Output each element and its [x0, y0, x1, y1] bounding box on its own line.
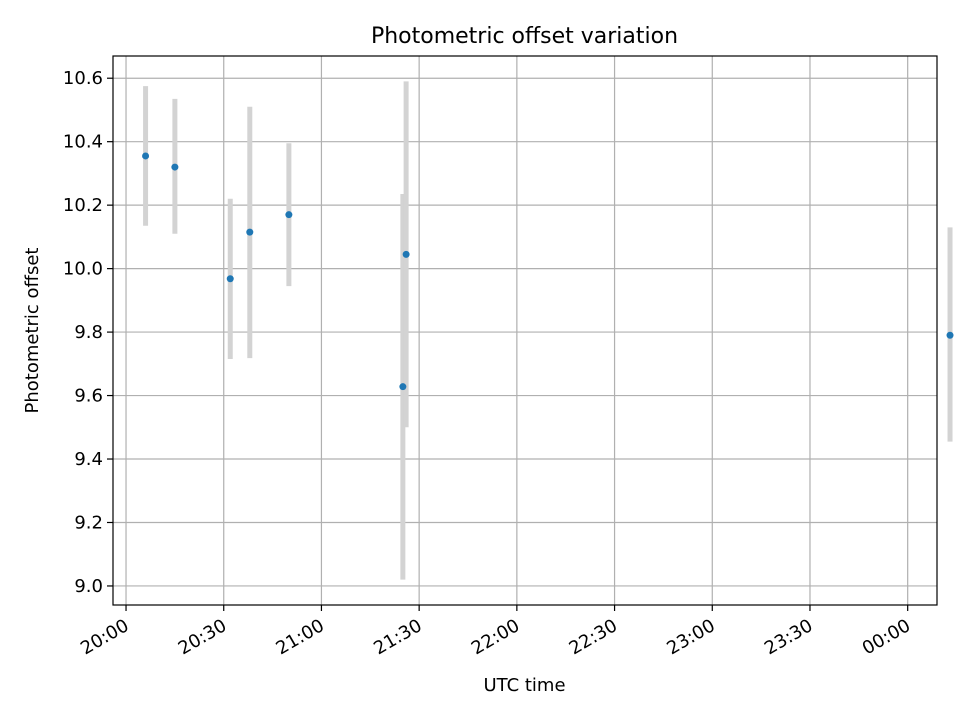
grid — [113, 56, 937, 605]
data-point — [399, 383, 407, 391]
y-tick-label: 9.6 — [74, 386, 103, 407]
y-tick-label: 9.4 — [74, 449, 103, 470]
data-point — [246, 228, 254, 236]
x-axis-title: UTC time — [483, 675, 565, 696]
y-tick-label: 9.8 — [74, 322, 103, 343]
y-axis-title: Photometric offset — [22, 248, 43, 414]
data-point — [285, 211, 293, 219]
chart-title: Photometric offset variation — [371, 24, 678, 49]
y-tick-label: 10.6 — [63, 68, 103, 89]
data-points — [142, 152, 954, 391]
data-point — [402, 250, 410, 258]
y-tick-label: 9.2 — [74, 512, 103, 533]
data-point — [946, 331, 954, 339]
data-point — [142, 152, 150, 160]
plot-frame — [112, 55, 938, 606]
data-point — [226, 275, 234, 283]
y-tick-label: 9.0 — [74, 576, 103, 597]
y-tick-label: 10.0 — [63, 259, 103, 280]
y-axis-ticks: 9.0 9.2 9.4 9.6 9.8 10.0 10.2 10.4 10.6 — [63, 68, 113, 597]
data-point — [171, 163, 179, 171]
y-tick-label: 10.4 — [63, 132, 103, 153]
y-tick-label: 10.2 — [63, 195, 103, 216]
